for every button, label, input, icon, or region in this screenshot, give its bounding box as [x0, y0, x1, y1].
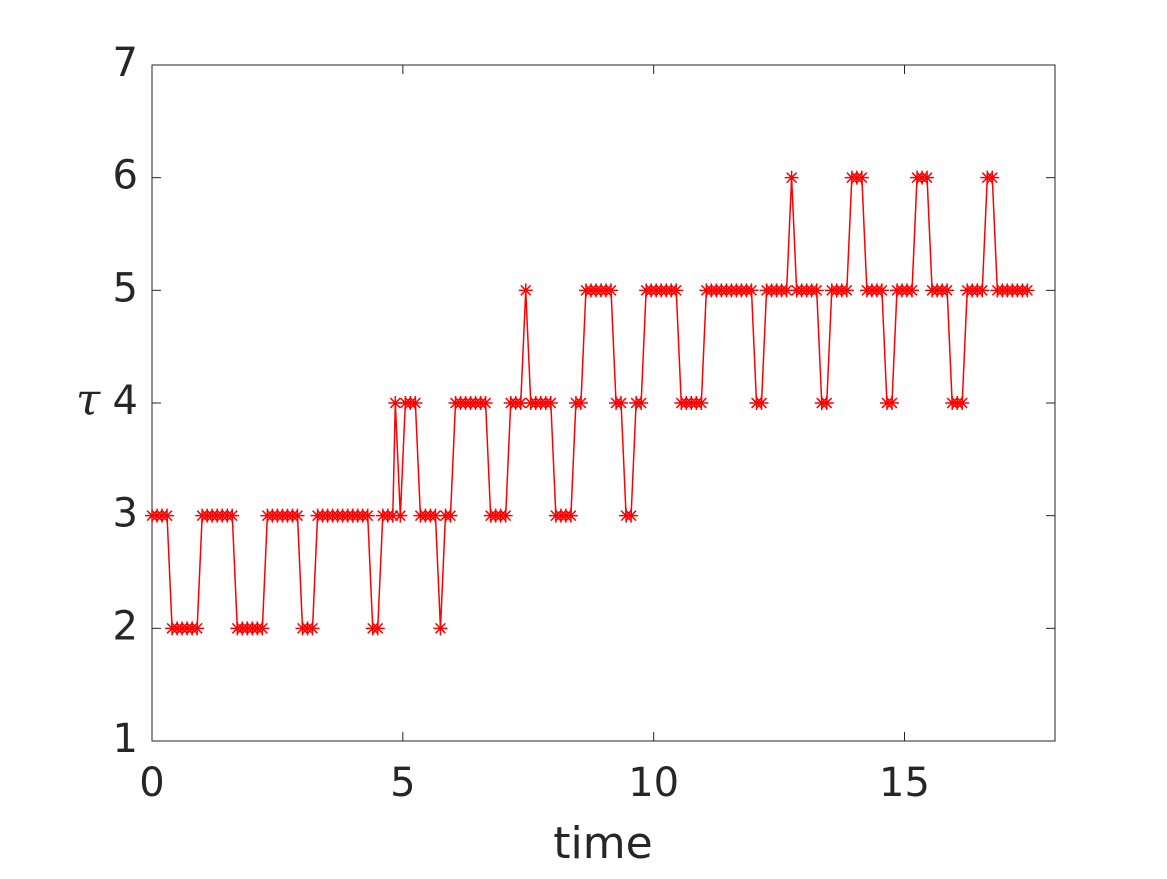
marker	[498, 508, 513, 523]
marker	[920, 170, 935, 185]
marker	[385, 508, 400, 523]
x-tick-label: 10	[628, 760, 679, 806]
marker	[408, 396, 423, 410]
marker	[819, 396, 834, 410]
marker	[518, 283, 533, 298]
marker	[573, 396, 588, 410]
marker	[1020, 283, 1035, 298]
x-tick-label: 15	[879, 760, 930, 806]
x-tick-label: 5	[390, 760, 415, 806]
marker	[563, 508, 578, 523]
y-tick-label: 1	[113, 716, 138, 762]
marker	[754, 396, 769, 410]
y-tick-label: 6	[113, 153, 138, 199]
marker	[955, 396, 970, 410]
marker	[744, 283, 759, 298]
y-tick-label: 2	[113, 603, 138, 649]
y-tick-label: 3	[113, 491, 138, 537]
x-axis-label: time	[553, 818, 652, 869]
marker	[624, 508, 639, 523]
marker	[160, 508, 175, 523]
marker	[225, 508, 240, 523]
y-tick-label: 5	[113, 265, 138, 311]
marker	[370, 621, 385, 636]
marker	[478, 396, 493, 410]
marker	[543, 396, 558, 410]
marker	[443, 508, 458, 523]
y-tick-label: 7	[113, 40, 138, 86]
marker	[669, 283, 684, 298]
marker	[614, 396, 629, 410]
marker	[985, 170, 1000, 185]
y-tick-label: 4	[113, 378, 138, 424]
marker	[360, 508, 375, 523]
marker	[305, 621, 320, 636]
marker	[604, 283, 619, 298]
marker	[809, 283, 824, 298]
plot-frame	[151, 64, 1056, 742]
marker	[634, 396, 649, 410]
marker	[839, 283, 854, 298]
marker	[779, 283, 794, 298]
marker	[854, 170, 869, 185]
marker	[975, 283, 990, 298]
marker	[884, 396, 899, 410]
marker	[290, 508, 305, 523]
x-tick-label: 0	[139, 760, 164, 806]
marker	[190, 621, 205, 636]
marker	[255, 621, 270, 636]
marker	[433, 621, 448, 636]
marker	[905, 283, 920, 298]
marker	[428, 508, 443, 523]
marker	[393, 508, 408, 523]
marker	[513, 396, 528, 410]
marker	[388, 396, 403, 410]
y-axis-label: τ	[76, 375, 101, 426]
marker	[694, 396, 709, 410]
marker	[874, 283, 889, 298]
marker	[784, 170, 799, 185]
marker	[940, 283, 955, 298]
